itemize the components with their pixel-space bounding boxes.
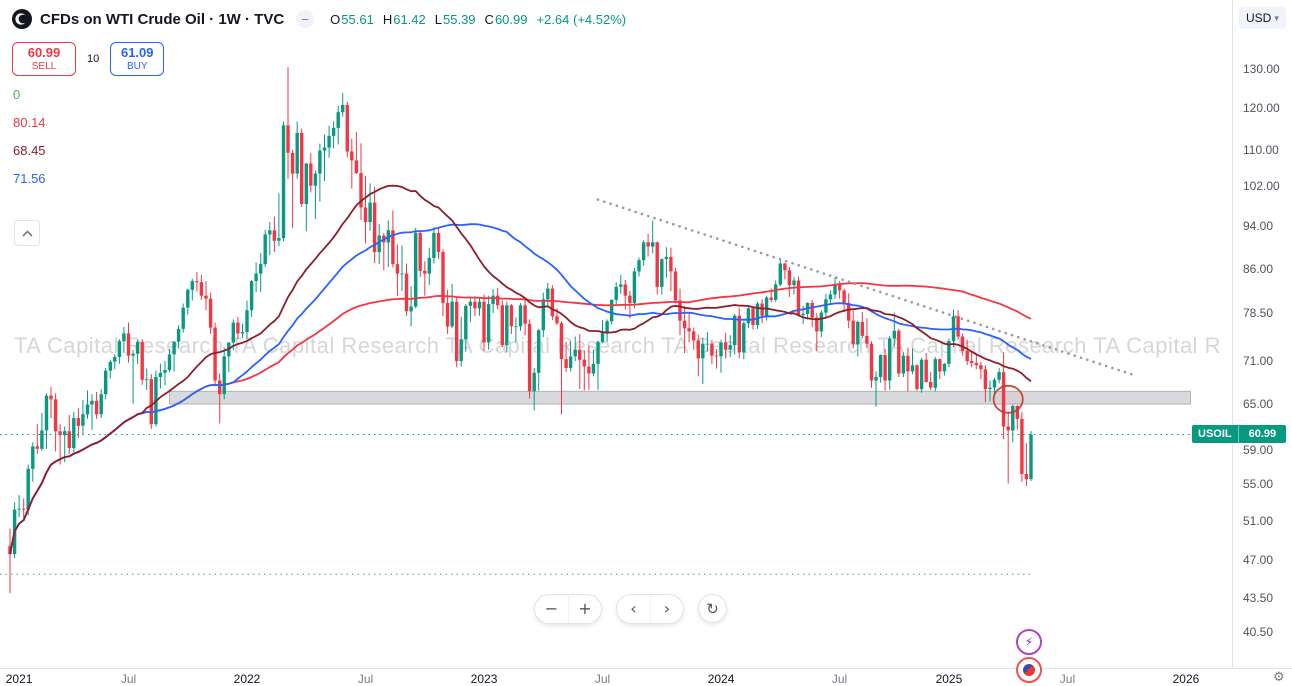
sell-label: SELL [31,60,57,72]
trade-panel: 60.99 SELL 10 61.09 BUY [12,42,165,76]
time-tick: 2021 [5,672,33,686]
change-value: +2.64 (+4.52%) [536,11,627,27]
symbol-price-badge: USOIL 60.99 [1192,425,1287,444]
time-tick: 2022 [233,672,261,686]
market-flag-icon[interactable] [1016,657,1042,683]
legend-collapse-button[interactable]: − [296,10,315,28]
sell-button[interactable]: 60.99 SELL [12,42,76,76]
price-tick: 51.00 [1243,513,1274,528]
zoom-controls: − + [534,594,602,624]
symbol-logo-icon[interactable] [12,9,32,29]
price-tick: 71.00 [1243,354,1274,369]
time-tick: 2025 [935,672,963,686]
indicator-value: 80.14 [13,115,46,130]
close-value: C60.99 [484,11,528,27]
zoom-in-button[interactable]: + [568,595,601,623]
indicator-value: 68.45 [13,143,46,158]
symbol-header: CFDs on WTI Crude Oil · 1W · TVC − O55.6… [12,9,626,29]
price-tick: 43.50 [1243,590,1274,605]
time-tick: 2024 [707,672,735,686]
quantity-value[interactable]: 10 [87,53,100,65]
price-tick: 78.50 [1243,305,1274,320]
symbol-title[interactable]: CFDs on WTI Crude Oil · 1W · TVC [40,10,285,28]
indicator-legend: 0 80.14 68.45 71.56 [13,88,46,186]
time-tick: Jul [1059,672,1076,686]
low-value: L55.39 [434,11,476,27]
time-tick: Jul [831,672,848,686]
zoom-out-button[interactable]: − [535,595,568,623]
currency-dropdown[interactable]: USD ▾ [1239,7,1286,29]
flag-dot [1023,664,1035,676]
badge-price: 60.99 [1248,428,1277,441]
badge-symbol: USOIL [1198,428,1232,441]
buy-price: 61.09 [120,44,154,60]
price-tick: 59.00 [1243,443,1274,458]
ohlc-values: O55.61 H61.42 L55.39 C60.99 +2.64 (+4.52… [330,12,626,27]
buy-label: BUY [126,60,148,72]
lightning-glyph: ⚡ [1024,635,1034,649]
legend-chevron-button[interactable] [14,220,40,246]
price-tick: 65.00 [1243,396,1274,411]
price-tick: 40.50 [1243,625,1274,640]
price-tick: 130.00 [1243,62,1280,77]
pan-controls: ‹ › [616,594,684,624]
price-tick: 120.00 [1243,100,1280,115]
price-tick: 47.00 [1243,553,1274,568]
price-tick: 55.00 [1243,477,1274,492]
indicator-value: 71.56 [13,171,46,186]
high-value: H61.42 [382,11,426,27]
price-axis[interactable]: USD ▾ 130.00 120.00 110.00 102.00 94.00 86.00… [1232,0,1292,668]
time-tick: Jul [120,672,137,686]
chevron-down-icon: ▾ [1274,12,1279,23]
price-tick: 102.00 [1243,179,1280,194]
reset-chart-button[interactable]: ↻ [698,594,727,623]
pan-left-button[interactable]: ‹ [617,595,650,623]
time-tick: Jul [357,672,374,686]
time-tick: 2023 [470,672,498,686]
price-tick: 86.00 [1243,261,1274,276]
price-tick: 110.00 [1243,142,1279,157]
sell-price: 60.99 [27,44,61,60]
time-tick: 2026 [1172,672,1200,686]
currency-label: USD [1246,11,1272,25]
pan-right-button[interactable]: › [650,595,683,623]
indicator-value: 0 [13,87,21,102]
price-tick: 94.00 [1243,218,1274,233]
chevron-up-icon [21,229,33,237]
badge-divider [1237,425,1239,444]
buy-button[interactable]: 61.09 BUY [110,42,165,76]
lightning-icon[interactable]: ⚡ [1016,629,1042,655]
time-tick: Jul [594,672,611,686]
open-value: O55.61 [330,11,374,27]
settings-gear-icon[interactable]: ⚙ [1273,670,1285,685]
time-axis[interactable]: 2021 Jul 2022 Jul 2023 Jul 2024 Jul 2025 Jul 2026 [0,668,1292,686]
